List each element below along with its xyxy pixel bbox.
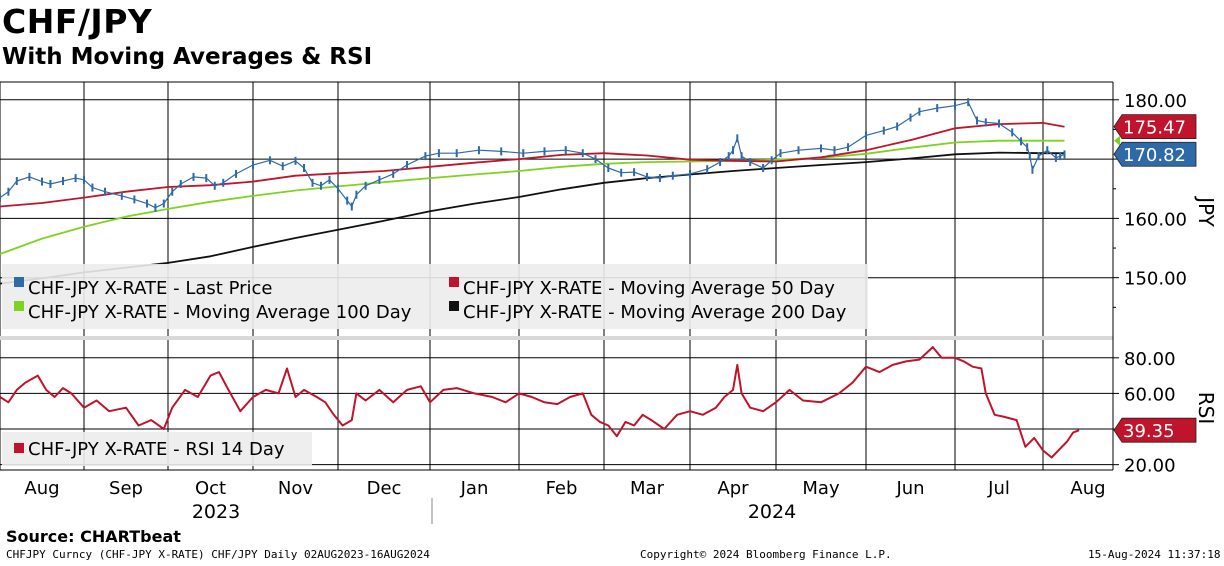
legend-swatch	[449, 301, 459, 311]
rsi-tick-label: 80.00	[1124, 349, 1176, 370]
series-line-price	[0, 101, 1065, 209]
rsi-tick-label: 60.00	[1124, 384, 1176, 405]
source-label: Source: CHARTbeat	[6, 527, 181, 546]
month-label: Apr	[717, 478, 749, 499]
month-label: Sep	[109, 478, 143, 499]
price-tick-label: 150.00	[1124, 269, 1187, 290]
ma50-tag-label: 175.47	[1123, 118, 1186, 139]
legend-label: CHF-JPY X-RATE - Moving Average 200 Day	[463, 302, 847, 323]
series-line-ma200	[0, 151, 1065, 285]
series-line-ma50	[0, 122, 1065, 208]
legend-swatch	[14, 301, 24, 311]
legend-label: CHF-JPY X-RATE - Last Price	[28, 278, 273, 299]
panel-divider	[0, 336, 1113, 340]
month-label: Jun	[895, 478, 924, 499]
month-label: Mar	[630, 478, 665, 499]
legend-swatch	[14, 277, 24, 287]
page-title: CHF/JPY	[2, 2, 153, 41]
month-label: Nov	[278, 478, 313, 499]
month-label: Feb	[546, 478, 578, 499]
price-tick-label: 160.00	[1124, 209, 1187, 230]
year-label: 2024	[748, 501, 796, 523]
page-subtitle: With Moving Averages & RSI	[2, 44, 373, 70]
legend-swatch	[449, 277, 459, 287]
month-label: Oct	[195, 478, 226, 499]
series-line-ma100	[0, 139, 1065, 255]
month-label: Dec	[367, 478, 402, 499]
month-label: Aug	[24, 478, 59, 499]
month-label: Jul	[987, 478, 1010, 499]
legend-label: CHF-JPY X-RATE - Moving Average 50 Day	[463, 278, 835, 299]
year-label: 2023	[192, 501, 240, 523]
ma100-tag-marker	[1114, 135, 1120, 146]
legend-label: CHF-JPY X-RATE - Moving Average 100 Day	[28, 302, 412, 323]
ticker-footer: CHFJPY Curncy (CHF-JPY X-RATE) CHF/JPY D…	[6, 548, 430, 561]
month-label: Aug	[1070, 478, 1105, 499]
ma50-tag-bg	[1113, 114, 1197, 140]
timestamp-footer: 15-Aug-2024 11:37:18	[1088, 548, 1221, 561]
rsi-tag-bg	[1113, 417, 1197, 443]
price-tag-bg	[1113, 141, 1197, 167]
month-label: Jan	[460, 478, 489, 499]
rsi-axis-title: RSI	[1194, 392, 1218, 425]
rsi-tag-label: 39.35	[1123, 421, 1175, 442]
rsi-tick-label: 20.00	[1124, 456, 1176, 477]
legend-label: CHF-JPY X-RATE - RSI 14 Day	[28, 439, 285, 460]
price-legend-box	[2, 264, 868, 329]
price-axis-title: JPY	[1194, 195, 1218, 228]
price-tag-label: 170.82	[1123, 145, 1186, 166]
copyright-footer: Copyright© 2024 Bloomberg Finance L.P.	[640, 548, 892, 561]
legend-swatch	[14, 443, 24, 453]
rsi-legend-box	[2, 432, 312, 466]
price-tick-label: 180.00	[1124, 91, 1187, 112]
month-label: May	[802, 478, 840, 499]
rsi-line	[0, 346, 1080, 459]
